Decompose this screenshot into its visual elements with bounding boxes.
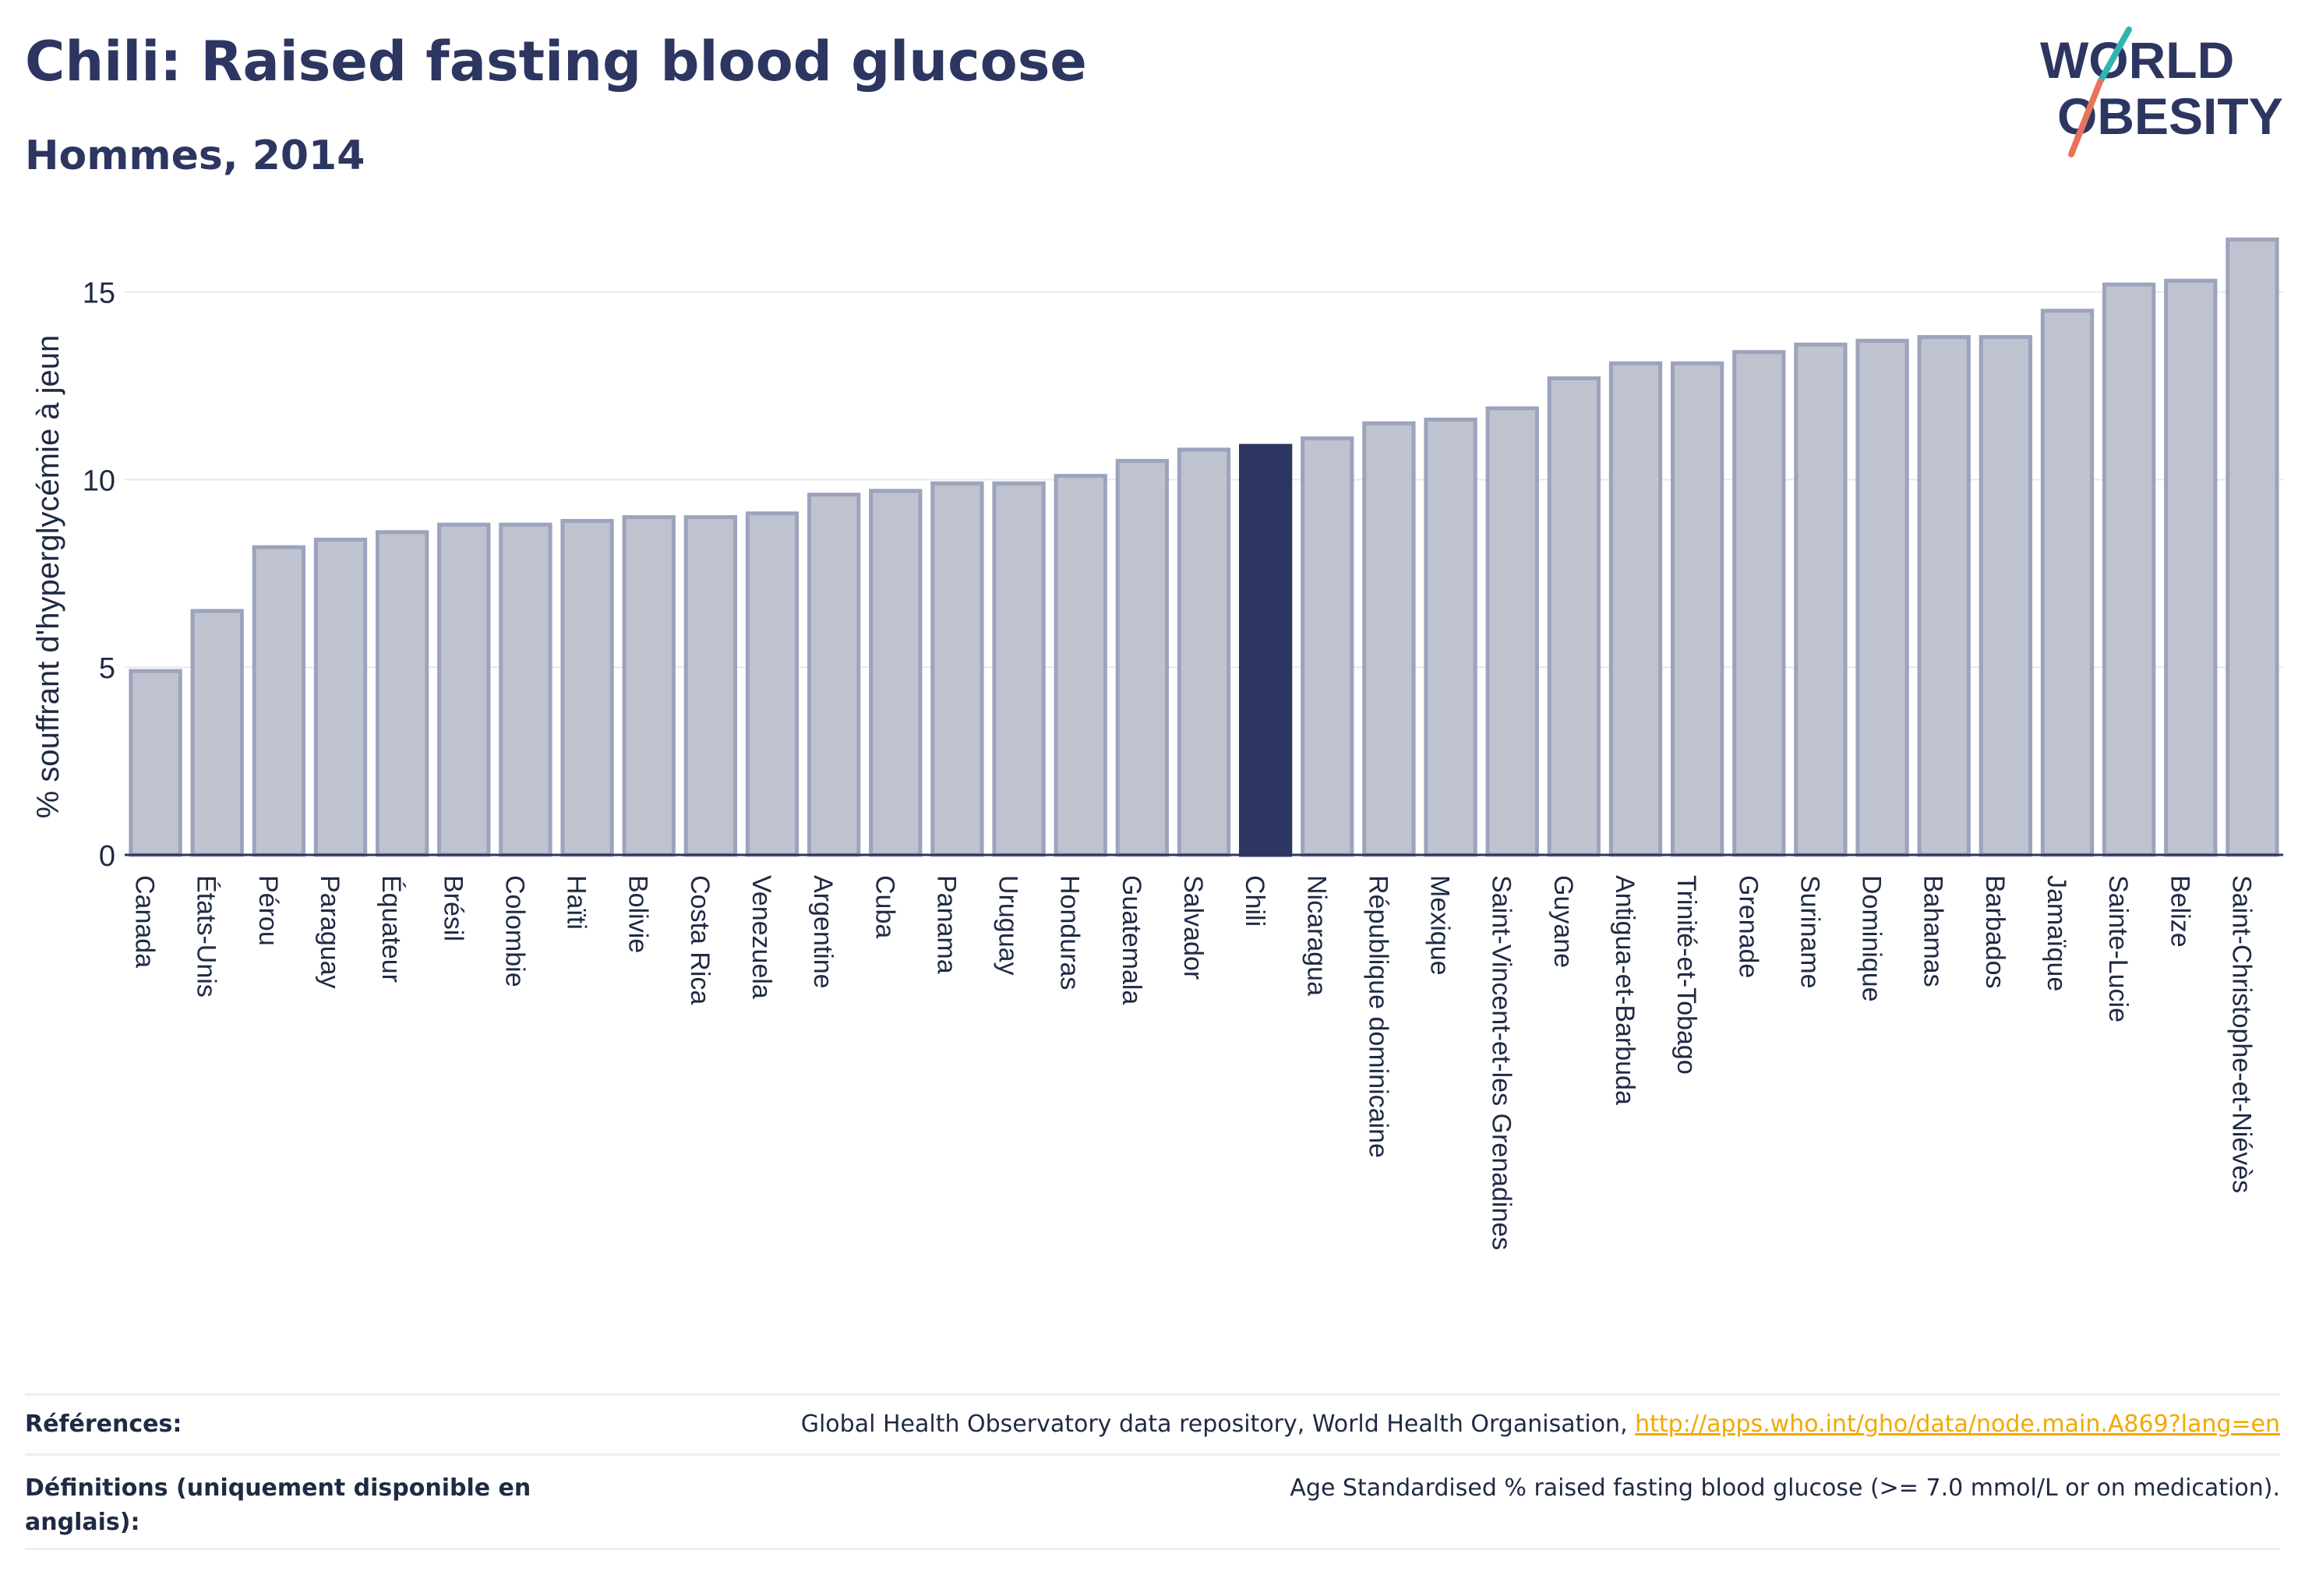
y-tick-label: 0 (99, 840, 115, 873)
x-tick-label: Sainte-Lucie (2103, 875, 2133, 1022)
bar (1917, 334, 1971, 857)
bar (1301, 436, 1354, 857)
bar (1177, 447, 1231, 857)
x-tick-label: Jamaïque (2042, 875, 2071, 991)
x-tick-label: Mexique (1425, 875, 1455, 976)
bar (1362, 421, 1416, 857)
bar (2164, 278, 2218, 857)
references-value: Global Health Observatory data repositor… (801, 1407, 2280, 1442)
x-tick-label: Uruguay (994, 875, 1023, 976)
y-tick-label: 15 (83, 277, 115, 310)
logo-slash-coral (2068, 79, 2103, 157)
bar-highlighted (1238, 443, 1293, 857)
x-tick-label: Suriname (1795, 875, 1824, 989)
x-tick-label: Équateur (376, 875, 406, 983)
bar (2102, 282, 2156, 857)
x-tick-label: Brésil (438, 875, 468, 941)
bar (1670, 361, 1724, 857)
y-tick-label: 5 (99, 652, 115, 685)
x-tick-label: Guyane (1548, 875, 1578, 968)
x-tick-label: Guatemala (1117, 875, 1146, 1005)
bar (1547, 376, 1601, 857)
bar (1794, 342, 1848, 857)
bar (1608, 361, 1663, 857)
references-label: Références: (25, 1411, 182, 1438)
x-tick-label: Bolivie (623, 875, 653, 953)
x-tick-label: Bahamas (1918, 875, 1948, 987)
bar (683, 515, 738, 857)
bar (1732, 350, 1786, 857)
logo-slash-teal (2097, 26, 2132, 85)
x-tick-label: États-Unis (192, 875, 221, 998)
x-tick-label: Barbados (1980, 875, 2010, 989)
bar (992, 481, 1046, 857)
x-tick-label: Saint-Vincent-et-les Grenadines (1487, 875, 1516, 1250)
bar (869, 489, 923, 857)
bar (622, 515, 676, 857)
x-tick-label: Haïti (562, 875, 591, 930)
bar (930, 481, 984, 857)
bar (1855, 338, 1909, 857)
bar (437, 522, 491, 857)
bar (190, 609, 244, 857)
x-tick-label: Panama (931, 875, 961, 974)
bar (499, 522, 552, 857)
bar (375, 530, 429, 857)
x-tick-label: Antigua-et-Barbuda (1610, 875, 1640, 1105)
bar (1054, 474, 1107, 857)
definitions-row: Définitions (uniquement disponible en an… (25, 1453, 2280, 1550)
x-tick-label: Argentine (808, 875, 838, 989)
y-tick-label: 10 (83, 464, 115, 497)
x-tick-label: Trinité-et-Tobago (1671, 875, 1701, 1075)
x-tick-label: Salvador (1178, 875, 1208, 980)
bar (560, 518, 614, 857)
references-row: Références: Global Health Observatory da… (25, 1393, 2280, 1453)
definitions-value: Age Standardised % raised fasting blood … (1290, 1474, 2280, 1502)
bar (313, 538, 368, 857)
bar (129, 669, 182, 857)
x-tick-label: Chili (1240, 875, 1269, 927)
bar (745, 511, 800, 857)
x-tick-label: Dominique (1857, 875, 1887, 1002)
x-axis-labels: Canada États-Unis Pérou Paraguay Équateur Bré… (130, 875, 2257, 1250)
references-link[interactable]: http://apps.who.int/gho/data/node.main.A… (1635, 1411, 2280, 1438)
bar (1978, 334, 2033, 857)
logo-line-1: WORLD (2040, 31, 2234, 89)
x-tick-label: Belize (2165, 875, 2194, 948)
x-tick-label: Costa Rica (685, 875, 715, 1005)
x-tick-label: Pérou (253, 875, 283, 946)
x-tick-label: Paraguay (315, 875, 344, 989)
x-tick-label: Nicaragua (1301, 875, 1331, 996)
bar-chart: 0 5 10 15 Canada États-Unis Pérou Paraguay Équa… (31, 237, 2283, 1250)
x-tick-label: Venezuela (747, 875, 776, 999)
chart-subtitle: Hommes, 2014 (25, 132, 365, 179)
x-tick-label: Canada (130, 875, 160, 968)
references-text: Global Health Observatory data repositor… (800, 1411, 1636, 1438)
x-tick-label: Saint-Christophe-et-Niévès (2226, 875, 2256, 1193)
bar (1424, 417, 1477, 857)
y-axis-ticks: 0 5 10 15 (83, 277, 115, 873)
bar (1115, 458, 1170, 857)
chart-title: Chili: Raised fasting blood glucose (25, 30, 1087, 94)
bar (252, 545, 306, 857)
definitions-label: Définitions (uniquement disponible en an… (25, 1474, 531, 1536)
x-tick-label: République dominicaine (1363, 875, 1393, 1158)
x-tick-label: Cuba (870, 875, 899, 938)
x-tick-label: Grenade (1733, 875, 1763, 978)
world-obesity-logo: WORLD OBESITY (2040, 26, 2283, 157)
footer-notes: Références: Global Health Observatory da… (25, 1393, 2280, 1550)
x-tick-label: Colombie (499, 875, 529, 987)
bar (2226, 237, 2279, 857)
bars (129, 237, 2279, 857)
bar (2040, 309, 2095, 857)
bar (1485, 406, 1539, 857)
x-tick-label: Honduras (1055, 875, 1085, 990)
y-axis-label: % souffrant d'hyperglycémie à jeun (31, 335, 65, 819)
bar (807, 493, 861, 857)
